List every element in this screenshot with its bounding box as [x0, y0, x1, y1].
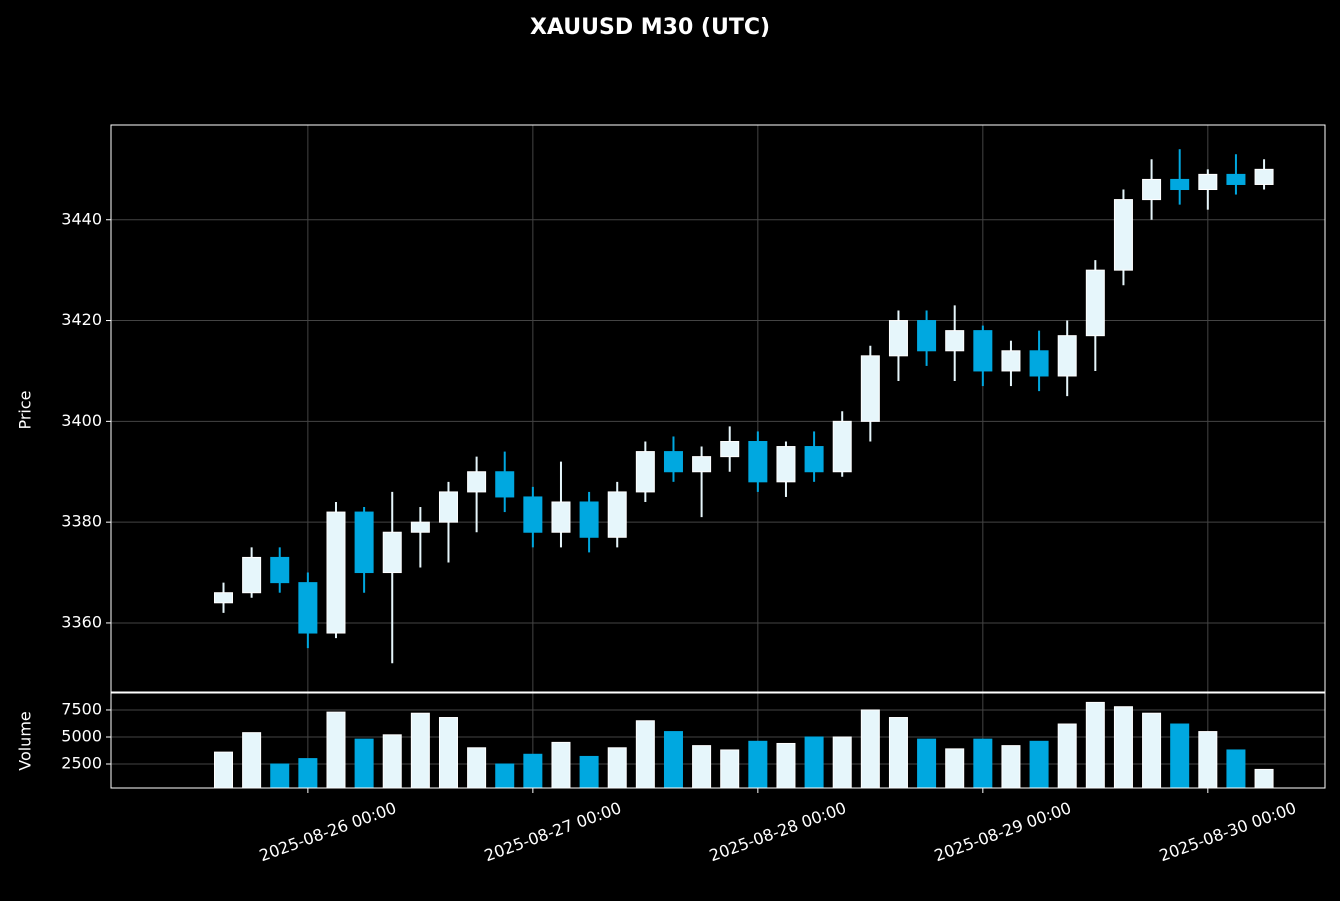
volume-bar [551, 741, 571, 789]
y-tick-label: 3420 [61, 310, 102, 329]
volume-bar [776, 742, 796, 789]
volume-bar [635, 720, 655, 789]
volume-bar [1254, 768, 1274, 789]
volume-bar [467, 747, 487, 789]
candle-body [495, 471, 515, 498]
volume-bar [213, 751, 233, 789]
candle-body [298, 582, 318, 634]
y-tick-label: 3440 [61, 209, 102, 228]
candle-body [1029, 350, 1049, 377]
candle-body [551, 501, 571, 533]
y-tick-label: 3400 [61, 411, 102, 430]
candle-body [1142, 178, 1162, 201]
candle-body [438, 491, 458, 523]
candle-body [973, 330, 993, 372]
volume-bar [945, 748, 965, 789]
candle-body [945, 330, 965, 352]
chart-title: XAUUSD M30 (UTC) [530, 15, 770, 40]
volume-bar [1142, 712, 1162, 789]
candle-body [354, 511, 374, 574]
volume-bar [523, 753, 543, 789]
volume-bar [1029, 740, 1049, 789]
volume-axis-label: Volume [16, 711, 35, 771]
candle-body [1085, 269, 1105, 337]
candle-body [804, 446, 824, 473]
candle-body [213, 592, 233, 604]
volume-bar [298, 758, 318, 789]
candle-body [1198, 173, 1218, 191]
candle-body [410, 521, 430, 533]
volume-bar [720, 749, 740, 789]
candle-body [607, 491, 627, 538]
y-tick-label: 5000 [61, 726, 102, 745]
volume-bar [663, 731, 683, 789]
volume-bar [973, 738, 993, 789]
candle-body [663, 451, 683, 473]
candle-body [776, 446, 796, 483]
volume-bar [1001, 745, 1021, 789]
volume-bar [242, 732, 262, 789]
volume-bar [270, 763, 290, 789]
volume-bar [579, 755, 599, 789]
candle-body [720, 441, 740, 458]
candle-body [382, 531, 402, 574]
y-tick-label: 3380 [61, 512, 102, 531]
candle-body [1001, 350, 1021, 372]
volume-bar [860, 709, 880, 789]
candle-body [579, 501, 599, 538]
volume-bar [1057, 723, 1077, 789]
volume-bar [1198, 731, 1218, 789]
candle-body [1226, 173, 1246, 185]
candle-body [1113, 199, 1133, 271]
candle-body [1254, 168, 1274, 185]
candle-body [832, 420, 852, 473]
candle-body [242, 556, 262, 594]
volume-bar [748, 740, 768, 789]
volume-bar [917, 738, 937, 789]
volume-bar [410, 712, 430, 789]
volume-bar [495, 763, 515, 789]
volume-bar [607, 747, 627, 789]
candle-body [748, 441, 768, 483]
volume-bar [1226, 749, 1246, 789]
volume-bar [832, 736, 852, 789]
candle-body [888, 320, 908, 357]
volume-bar [1170, 723, 1190, 789]
volume-bar [804, 736, 824, 789]
volume-bar [382, 734, 402, 789]
volume-bar [326, 711, 346, 789]
candle-body [917, 320, 937, 352]
y-tick-label: 3360 [61, 612, 102, 631]
candle-body [326, 511, 346, 634]
volume-frame [110, 692, 1326, 789]
volume-bar [692, 745, 712, 789]
candle-body [692, 456, 712, 473]
candle-body [635, 451, 655, 493]
volume-bar [1085, 701, 1105, 789]
candle-body [467, 471, 487, 493]
volume-bar [354, 738, 374, 789]
candle-body [1057, 335, 1077, 377]
y-tick-label: 7500 [61, 699, 102, 718]
candle-body [270, 556, 290, 584]
volume-bar [888, 717, 908, 789]
y-axis-label: Price [16, 390, 35, 429]
candle-body [1170, 178, 1190, 191]
candle-body [523, 496, 543, 533]
volume-bar [438, 717, 458, 789]
candle-body [860, 355, 880, 422]
volume-bar [1113, 706, 1133, 789]
y-tick-label: 2500 [61, 754, 102, 773]
price-frame [110, 124, 1326, 693]
